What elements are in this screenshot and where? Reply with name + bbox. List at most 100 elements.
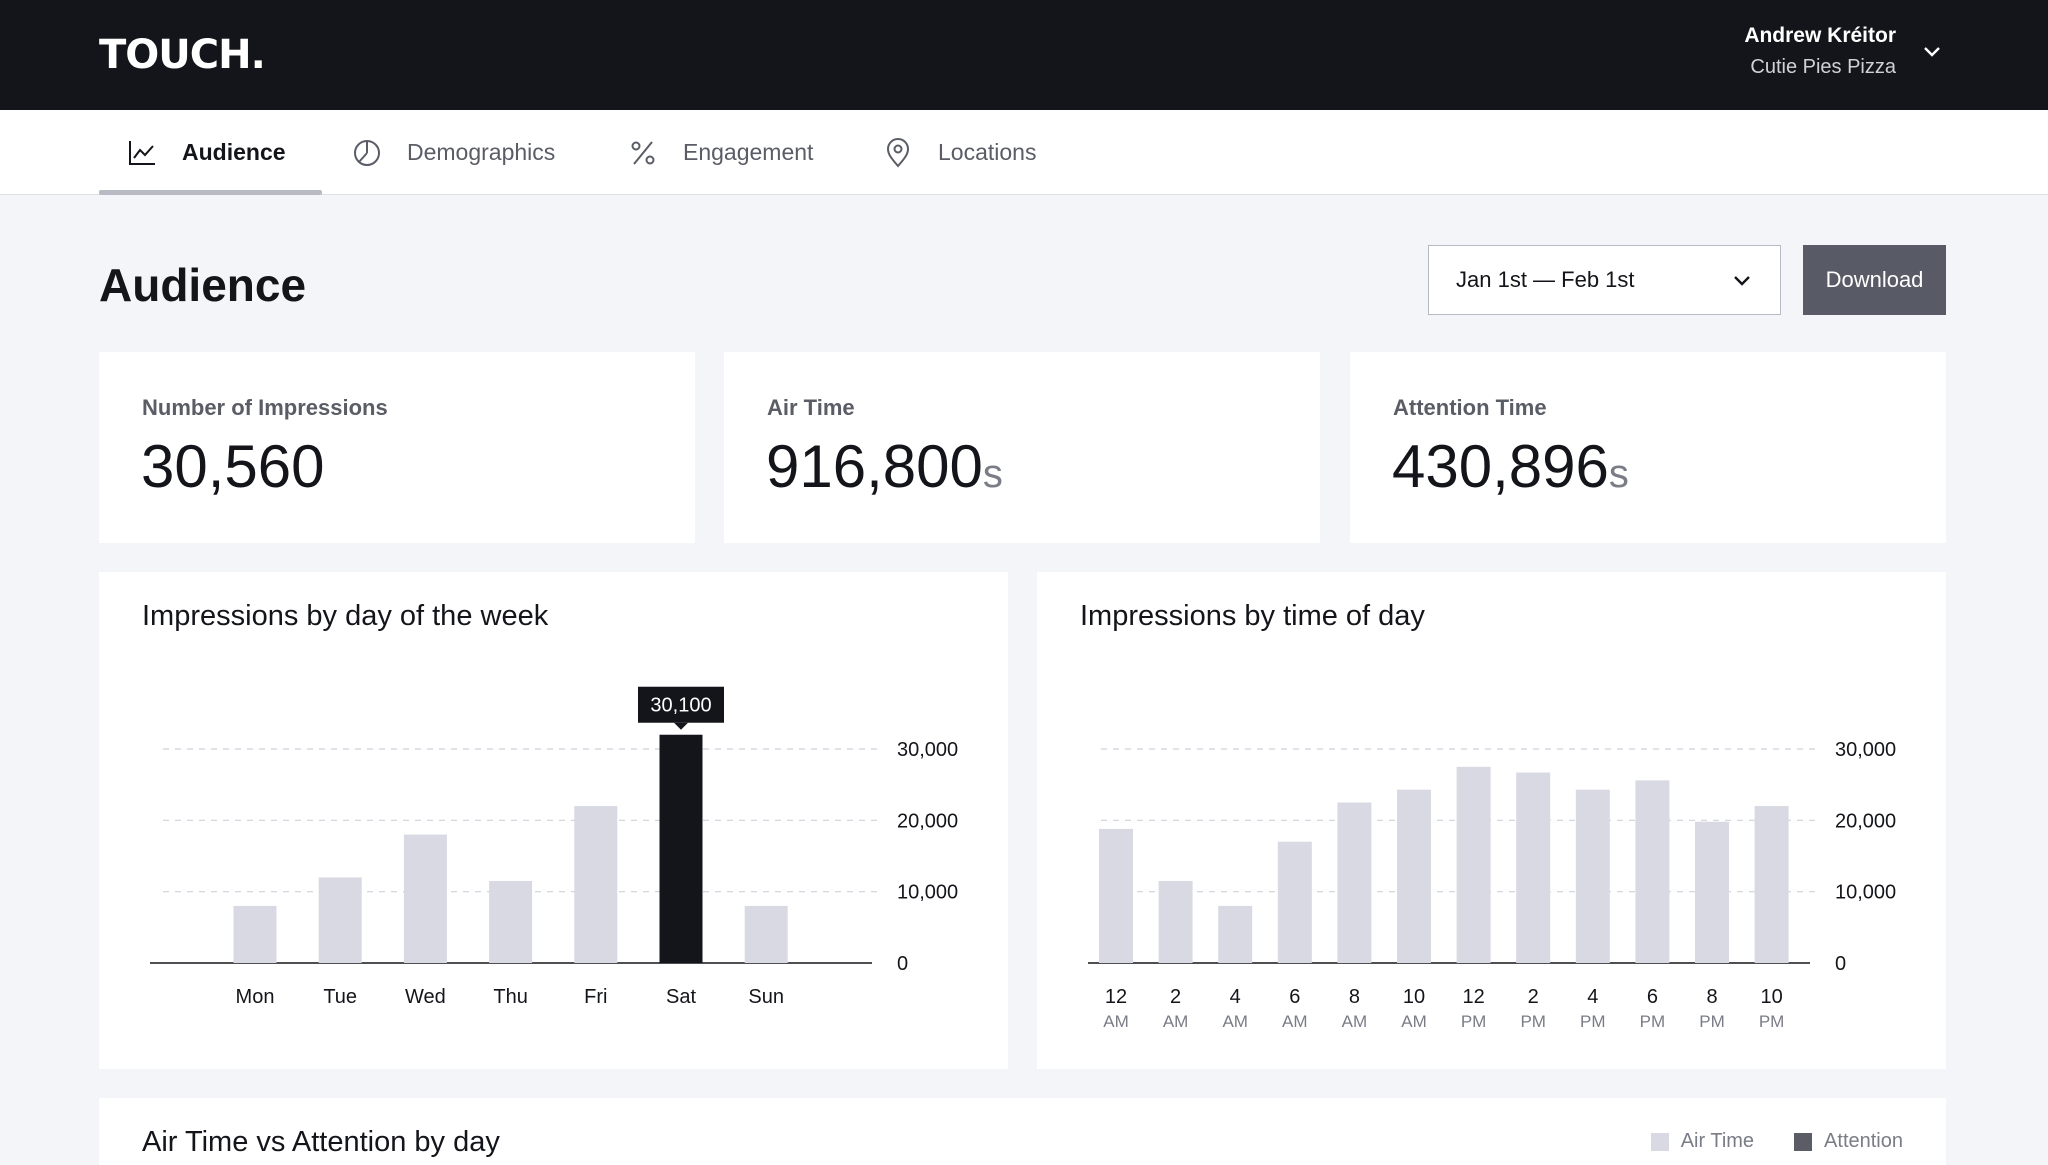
x-tick-label: 2 [1528, 986, 1539, 1008]
x-tick-sublabel: AM [1103, 1012, 1129, 1031]
x-tick-sublabel: AM [1163, 1012, 1189, 1031]
x-tick-label: Sun [748, 986, 784, 1008]
bar [1158, 880, 1193, 963]
legend-label: Air Time [1680, 1130, 1755, 1152]
y-tick-label: 20,000 [897, 810, 958, 832]
stat-number: 30,560 [141, 433, 325, 500]
chart-card-time-of-day: Impressions by time of day 0 10,000 20,000… [1037, 572, 1946, 1069]
x-tick-label: 8 [1706, 986, 1717, 1008]
chart-card-day-of-week: Impressions by day of the week 0 10,000 20… [99, 572, 1008, 1069]
tab-label: Demographics [407, 139, 556, 165]
bar [489, 880, 533, 963]
x-tick-sublabel: PM [1759, 1012, 1785, 1031]
active-tab-indicator [99, 190, 322, 195]
date-range-select[interactable]: Jan 1st — Feb 1st [1428, 245, 1781, 315]
x-tick-label: 8 [1349, 986, 1360, 1008]
stat-value: 916,800s [766, 432, 1003, 501]
x-tick-label: 2 [1170, 986, 1181, 1008]
time-of-day-chart: 0 10,000 20,000 30,000 12 AM 2 AM 4 AM 6 AM 8 AM 10 AM 1… [1088, 739, 1896, 1031]
bar [1635, 780, 1670, 963]
tab-label: Engagement [683, 139, 814, 165]
stat-number: 916,800 [766, 433, 983, 500]
legend-swatch [1650, 1132, 1669, 1151]
chevron-down-icon[interactable] [1920, 40, 1944, 64]
chart-title: Impressions by day of the week [142, 600, 549, 632]
stat-unit: s [982, 452, 1003, 496]
chevron-down-icon [1734, 276, 1750, 286]
stat-card-impressions: Number of Impressions 30,560 [99, 352, 695, 543]
tab-engagement[interactable]: Engagement [627, 110, 813, 195]
bar [1277, 841, 1312, 963]
tab-label: Locations [938, 139, 1037, 165]
x-tick-sublabel: PM [1699, 1012, 1725, 1031]
bar [233, 905, 277, 963]
date-range-value: Jan 1st — Feb 1st [1456, 267, 1635, 292]
bar [659, 734, 703, 963]
bar [1754, 806, 1789, 963]
y-tick-label: 10,000 [897, 882, 958, 904]
percent-icon [631, 140, 655, 165]
stat-label: Number of Impressions [142, 395, 388, 420]
bar [1456, 766, 1491, 963]
legend-label: Attention [1824, 1130, 1903, 1152]
stat-card-air-time: Air Time 916,800s [724, 352, 1320, 543]
tooltip-arrow [674, 722, 688, 730]
tab-bar: Audience Demographics Engagement Locatio… [0, 110, 2048, 195]
x-tick-label: 4 [1230, 986, 1241, 1008]
user-menu[interactable]: Andrew Kréitor Cutie Pies Pizza [1744, 22, 1896, 84]
bar [1099, 828, 1133, 963]
stat-value: 30,560 [141, 432, 325, 501]
x-tick-sublabel: AM [1282, 1012, 1308, 1031]
stat-number: 430,896 [1392, 433, 1609, 500]
x-tick-sublabel: AM [1342, 1012, 1368, 1031]
x-tick-label: 6 [1647, 986, 1658, 1008]
tooltip-label: 30,100 [650, 695, 711, 717]
line-chart-icon [129, 140, 155, 165]
bar [1516, 772, 1551, 963]
x-tick-label: 12 [1462, 986, 1484, 1008]
user-name: Andrew Kréitor [1744, 24, 1896, 47]
stat-label: Air Time [767, 395, 855, 420]
bar [1218, 905, 1253, 963]
bar [1337, 802, 1372, 963]
x-tick-label: 10 [1760, 986, 1782, 1008]
y-tick-label: 20,000 [1835, 810, 1896, 832]
x-tick-label: 12 [1105, 986, 1127, 1008]
map-pin-icon [886, 137, 910, 168]
bar [403, 834, 447, 963]
bar [744, 905, 788, 963]
chart-card-air-vs-attention: Air Time vs Attention by day Air Time At… [99, 1098, 1946, 1165]
y-tick-label: 0 [897, 953, 908, 975]
logo[interactable]: TOUCH. [99, 32, 266, 78]
download-button[interactable]: Download [1803, 245, 1946, 315]
x-tick-label: Wed [405, 986, 446, 1008]
x-tick-sublabel: PM [1461, 1012, 1487, 1031]
bar [574, 806, 618, 963]
x-tick-sublabel: PM [1580, 1012, 1606, 1031]
pie-chart-icon [354, 139, 380, 166]
top-bar: TOUCH. Andrew Kréitor Cutie Pies Pizza [0, 0, 2048, 110]
y-tick-label: 0 [1835, 953, 1846, 975]
stat-value: 430,896s [1392, 432, 1629, 501]
chart-title: Impressions by time of day [1080, 600, 1425, 632]
x-tick-label: Tue [323, 986, 357, 1008]
x-tick-sublabel: PM [1520, 1012, 1546, 1031]
tab-demographics[interactable]: Demographics [351, 110, 555, 195]
tab-audience[interactable]: Audience [126, 110, 286, 195]
bar [318, 877, 362, 963]
x-tick-label: Sat [666, 986, 696, 1008]
tab-locations[interactable]: Locations [882, 110, 1036, 195]
legend-swatch [1794, 1132, 1813, 1151]
tooltip [638, 686, 724, 723]
company-name: Cutie Pies Pizza [1750, 56, 1896, 78]
y-tick-label: 10,000 [1835, 882, 1896, 904]
y-tick-label: 30,000 [1835, 739, 1896, 761]
y-tick-label: 30,000 [897, 739, 958, 761]
tab-label: Audience [182, 139, 286, 165]
x-tick-label: 10 [1403, 986, 1425, 1008]
stat-unit: s [1608, 452, 1629, 496]
stat-card-attention-time: Attention Time 430,896s [1350, 352, 1946, 543]
legend-item-air-time: Air Time [1650, 1130, 1755, 1153]
day-of-week-chart: 0 10,000 20,000 30,000 Mon Tue Wed Thu Fri Sat 30,… [150, 686, 958, 1008]
x-tick-sublabel: AM [1401, 1012, 1427, 1031]
